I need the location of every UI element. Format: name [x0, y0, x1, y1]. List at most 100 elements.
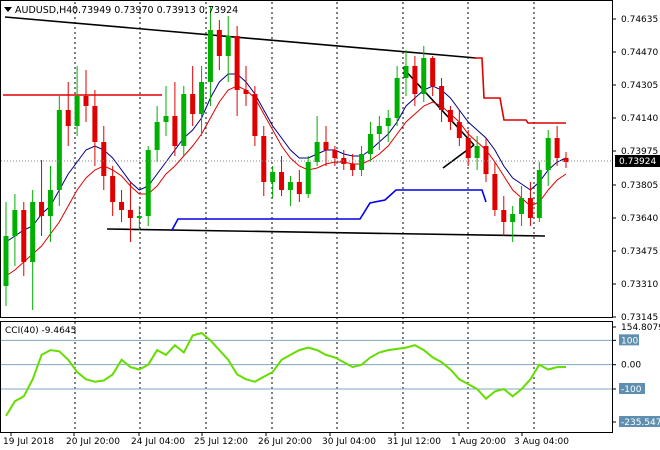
candle-body — [136, 216, 142, 218]
candle-body — [510, 214, 516, 222]
time-tick-label: 3 Aug 04:00 — [514, 437, 569, 447]
candle-body — [234, 36, 240, 90]
candle-body — [323, 142, 329, 150]
candle-body — [430, 58, 436, 86]
candle-body — [367, 134, 373, 154]
candle-body — [296, 182, 302, 194]
candle-body — [83, 96, 89, 106]
price-tick-label: 0.73145 — [621, 313, 658, 323]
cci-plot-frame — [0, 321, 613, 433]
candle-body — [154, 122, 160, 150]
candle-body — [110, 176, 116, 202]
candle-body — [21, 210, 27, 262]
candle-body — [163, 116, 169, 122]
price-tick-label: 0.73805 — [621, 181, 658, 191]
candle-body — [332, 150, 338, 158]
candle-body — [101, 142, 107, 176]
current-price-label: 0.73924 — [619, 157, 656, 167]
support-trendline — [106, 228, 546, 237]
time-tick-label: 1 Aug 20:00 — [451, 437, 506, 447]
price-tick-label: 0.73975 — [621, 147, 658, 157]
cci-header: CCI(40) -9.4645 — [5, 326, 76, 336]
blue-trailing-stop — [171, 189, 487, 231]
time-axis: 19 Jul 2018 20 Jul 20:00 24 Jul 04:00 25 Ju… — [3, 432, 569, 447]
ohlc-values: 0.73949 0.73970 0.73913 0.73924 — [72, 5, 238, 16]
candle-body — [181, 94, 187, 146]
candle-body — [527, 198, 533, 218]
candle-body — [465, 138, 471, 158]
candle-body — [501, 210, 507, 222]
candle-body — [403, 66, 409, 78]
candle-body — [412, 66, 418, 94]
moving-average-blue-line — [5, 73, 567, 243]
candle-body — [270, 172, 276, 182]
candle-body — [145, 150, 151, 216]
candle-body — [350, 164, 356, 170]
red-trailing-stop — [474, 57, 566, 124]
time-tick-label: 31 Jul 12:00 — [387, 437, 441, 447]
candle-body — [421, 58, 427, 94]
price-tick-label: 0.74140 — [621, 114, 658, 124]
candle-body — [563, 158, 569, 162]
candle-body — [199, 82, 205, 114]
price-tick-label: 0.74470 — [621, 48, 658, 58]
candle-body — [207, 30, 213, 82]
price-tick-label: 0.74635 — [621, 15, 658, 25]
candle-body — [127, 210, 133, 218]
candle-body — [287, 182, 293, 190]
cci-tick-label: 154.8079 — [621, 323, 660, 333]
candle-body — [314, 142, 320, 162]
moving-average-red-line — [5, 85, 567, 277]
symbol-title: AUDUSD,H4 — [15, 5, 72, 16]
time-tick-label: 19 Jul 2018 — [3, 437, 54, 447]
price-tick-label: 0.73475 — [621, 247, 658, 257]
candle-body — [483, 146, 489, 174]
current-price-tag: 0.73924 — [615, 155, 660, 167]
chart-header: AUDUSD,H4 0.73949 0.73970 0.73913 0.7392… — [4, 5, 238, 16]
price-tick-label: 0.73310 — [621, 280, 658, 290]
candle-body — [447, 110, 453, 122]
candle-body — [47, 190, 53, 216]
candle-body — [12, 210, 18, 236]
candle-body — [190, 94, 196, 114]
candle-body — [216, 30, 222, 56]
cci-tick-box — [619, 334, 639, 346]
candle-body — [172, 116, 178, 146]
cci-tick-label: -100 — [621, 385, 642, 395]
cci-tick-label: 0.00 — [621, 361, 641, 371]
candle-body — [92, 106, 98, 142]
candle-body — [65, 110, 71, 126]
candle-body — [359, 154, 365, 170]
candle-body — [305, 162, 311, 194]
time-tick-label: 30 Jul 04:00 — [322, 437, 376, 447]
cci-indicator: 154.8079 100 0.00 -100 -235.5472 — [1, 323, 660, 428]
candle-body — [261, 136, 267, 182]
price-tick-label: 0.74305 — [621, 81, 658, 91]
candle-body — [74, 96, 80, 126]
candle-body — [456, 122, 462, 138]
resistance-trendline — [4, 16, 477, 59]
current-price-box — [615, 155, 660, 167]
candle-body — [39, 202, 45, 216]
candle-body — [56, 110, 62, 190]
candle-body — [225, 36, 231, 56]
dropdown-triangle-icon — [4, 7, 12, 12]
main-plot-frame — [0, 0, 613, 318]
cci-tick-label: 100 — [621, 336, 638, 346]
candle-body — [3, 236, 9, 286]
cci-title: CCI(40) -9.4645 — [5, 326, 76, 336]
candle-body — [243, 90, 249, 94]
cci-tick-box — [619, 416, 660, 427]
candle-body — [252, 94, 258, 136]
candle-body — [119, 202, 125, 210]
cci-line — [5, 331, 567, 417]
candle-body — [545, 138, 551, 170]
candle-body — [394, 78, 400, 118]
time-tick-label: 20 Jul 20:00 — [66, 437, 120, 447]
candle-body — [492, 174, 498, 210]
candle-body — [30, 202, 36, 262]
candlestick-series — [1, 6, 612, 310]
cci-tick-box — [619, 383, 645, 395]
candle-body — [536, 170, 542, 218]
